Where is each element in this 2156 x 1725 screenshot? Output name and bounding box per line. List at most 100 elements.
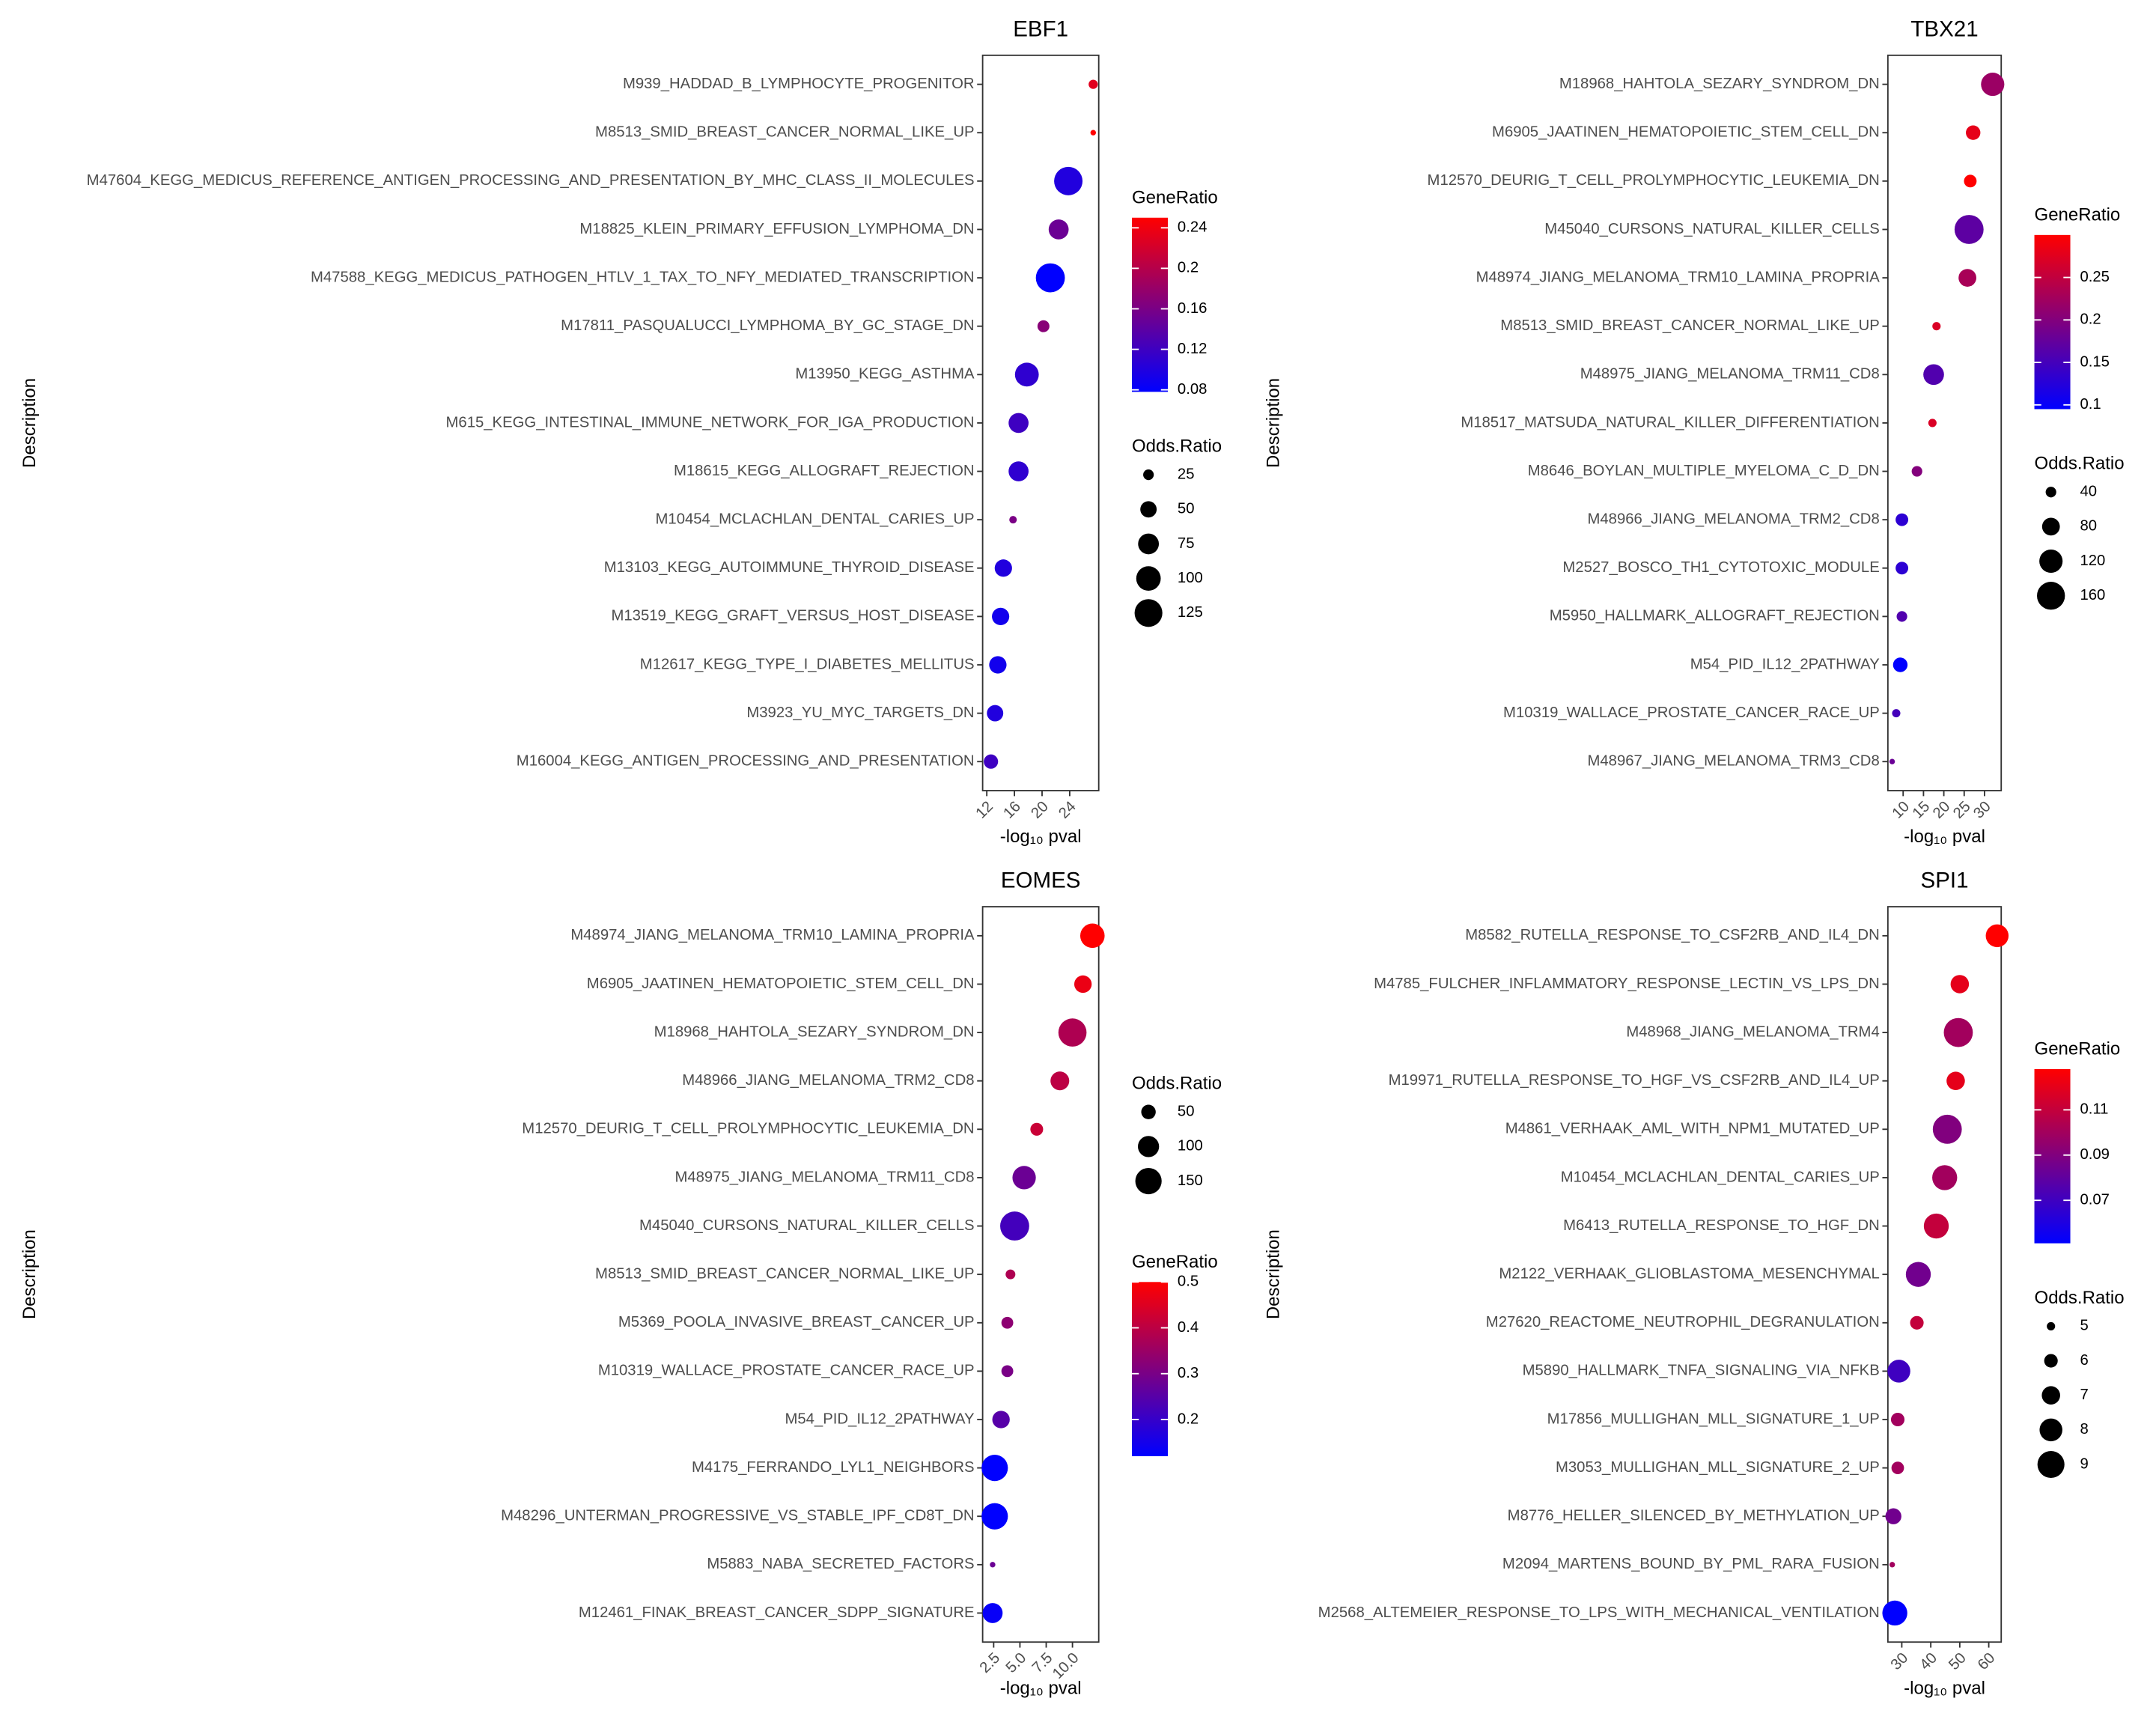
category-label: M5369_POOLA_INVASIVE_BREAST_CANCER_UP bbox=[618, 1314, 975, 1330]
dot bbox=[1889, 758, 1895, 764]
dot bbox=[1885, 1508, 1901, 1524]
size-label: 9 bbox=[2080, 1455, 2088, 1472]
category-label: M54_PID_IL12_2PATHWAY bbox=[785, 1411, 975, 1427]
dot bbox=[1000, 1211, 1029, 1241]
dot bbox=[1954, 215, 1984, 244]
size-label: 40 bbox=[2080, 484, 2097, 500]
x-tick-label: 2.5 bbox=[977, 1649, 1004, 1676]
colorbar-label: 0.15 bbox=[2080, 353, 2110, 370]
category-label: M8776_HELLER_SILENCED_BY_METHYLATION_UP bbox=[1508, 1508, 1880, 1524]
size-key bbox=[1137, 1136, 1160, 1157]
panel-title: SPI1 bbox=[1921, 868, 1969, 893]
category-label: M615_KEGG_INTESTINAL_IMMUNE_NETWORK_FOR_… bbox=[446, 414, 975, 431]
colorbar-label: 0.3 bbox=[1178, 1365, 1199, 1381]
category-label: M17856_MULLIGHAN_MLL_SIGNATURE_1_UP bbox=[1547, 1411, 1880, 1427]
legend-title: GeneRatio bbox=[1132, 1252, 1218, 1272]
dot bbox=[987, 705, 1004, 722]
x-tick-label: 40 bbox=[1916, 1649, 1940, 1673]
legend-title: Odds.Ratio bbox=[1132, 1074, 1222, 1094]
category-label: M48966_JIANG_MELANOMA_TRM2_CD8 bbox=[682, 1072, 974, 1089]
legend-title: GeneRatio bbox=[2035, 204, 2121, 225]
panel-border bbox=[1886, 906, 2003, 1643]
y-axis-label: Description bbox=[19, 1229, 40, 1319]
category-label: M2094_MARTENS_BOUND_BY_PML_RARA_FUSION bbox=[1502, 1556, 1880, 1572]
category-label: M6905_JAATINEN_HEMATOPOIETIC_STEM_CELL_D… bbox=[1492, 124, 1880, 141]
size-key bbox=[2037, 1450, 2065, 1479]
category-label: M8513_SMID_BREAST_CANCER_NORMAL_LIKE_UP bbox=[1500, 317, 1879, 334]
size-label: 8 bbox=[2080, 1421, 2088, 1438]
dot bbox=[1932, 1165, 1958, 1190]
category-label: M8513_SMID_BREAST_CANCER_NORMAL_LIKE_UP bbox=[595, 1266, 974, 1283]
colorbar bbox=[1132, 217, 1168, 392]
category-label: M939_HADDAD_B_LYMPHOCYTE_PROGENITOR bbox=[623, 76, 975, 92]
dot bbox=[1923, 364, 1944, 386]
size-label: 100 bbox=[1178, 570, 1203, 586]
dot bbox=[1966, 125, 1981, 140]
category-label: M47588_KEGG_MEDICUS_PATHOGEN_HTLV_1_TAX_… bbox=[311, 269, 975, 285]
dot bbox=[982, 1603, 1003, 1623]
dot bbox=[1001, 1365, 1014, 1378]
size-label: 7 bbox=[2080, 1387, 2088, 1403]
dot bbox=[1950, 975, 1970, 994]
category-label: M48966_JIANG_MELANOMA_TRM2_CD8 bbox=[1587, 511, 1879, 528]
category-label: M27620_REACTOME_NEUTROPHIL_DEGRANULATION bbox=[1486, 1314, 1880, 1330]
x-tick-label: 20 bbox=[1028, 798, 1052, 822]
colorbar-label: 0.1 bbox=[2080, 396, 2101, 413]
colorbar-label: 0.12 bbox=[1178, 341, 1208, 357]
category-label: M45040_CURSONS_NATURAL_KILLER_CELLS bbox=[1544, 221, 1879, 237]
x-tick-label: 12 bbox=[972, 798, 996, 822]
size-key bbox=[1141, 1104, 1156, 1119]
category-label: M4861_VERHAAK_AML_WITH_NPM1_MUTATED_UP bbox=[1505, 1121, 1880, 1137]
category-label: M13950_KEGG_ASTHMA bbox=[795, 366, 975, 383]
category-label: M48975_JIANG_MELANOMA_TRM11_CD8 bbox=[674, 1169, 974, 1185]
category-label: M3053_MULLIGHAN_MLL_SIGNATURE_2_UP bbox=[1556, 1459, 1880, 1476]
category-label: M48975_JIANG_MELANOMA_TRM11_CD8 bbox=[1580, 366, 1880, 383]
x-axis-label: -log₁₀ pval bbox=[1904, 827, 1985, 847]
category-label: M18968_HAHTOLA_SEZARY_SYNDROM_DN bbox=[1559, 76, 1880, 92]
dot bbox=[1891, 1461, 1904, 1474]
category-label: M13103_KEGG_AUTOIMMUNE_THYROID_DISEASE bbox=[604, 559, 975, 576]
size-label: 50 bbox=[1178, 501, 1195, 517]
category-label: M48974_JIANG_MELANOMA_TRM10_LAMINA_PROPR… bbox=[570, 927, 975, 943]
dot bbox=[1910, 1315, 1924, 1330]
category-label: M12570_DEURIG_T_CELL_PROLYMPHOCYTIC_LEUK… bbox=[1428, 172, 1880, 189]
dot bbox=[984, 754, 999, 769]
x-tick-label: 24 bbox=[1056, 798, 1079, 822]
category-label: M8513_SMID_BREAST_CANCER_NORMAL_LIKE_UP bbox=[595, 124, 974, 141]
dot bbox=[1892, 657, 1908, 672]
size-key bbox=[2039, 1418, 2062, 1442]
category-label: M12570_DEURIG_T_CELL_PROLYMPHOCYTIC_LEUK… bbox=[522, 1121, 974, 1137]
dot bbox=[1923, 1213, 1949, 1239]
dot bbox=[1012, 1166, 1036, 1190]
dot bbox=[1074, 975, 1092, 994]
size-key bbox=[2047, 1321, 2056, 1330]
dot bbox=[994, 559, 1012, 577]
category-label: M5883_NABA_SECRETED_FACTORS bbox=[707, 1556, 974, 1572]
size-label: 125 bbox=[1178, 604, 1203, 621]
category-label: M48974_JIANG_MELANOMA_TRM10_LAMINA_PROPR… bbox=[1476, 269, 1881, 285]
category-label: M2122_VERHAAK_GLIOBLASTOMA_MESENCHYMAL bbox=[1499, 1266, 1879, 1283]
colorbar-label: 0.4 bbox=[1178, 1319, 1199, 1336]
size-key bbox=[1138, 533, 1160, 555]
category-label: M6413_RUTELLA_RESPONSE_TO_HGF_DN bbox=[1563, 1217, 1880, 1234]
x-tick-label: 30 bbox=[1888, 1649, 1912, 1673]
category-label: M18968_HAHTOLA_SEZARY_SYNDROM_DN bbox=[654, 1023, 975, 1040]
category-label: M13519_KEGG_GRAFT_VERSUS_HOST_DISEASE bbox=[611, 608, 974, 624]
size-label: 6 bbox=[2080, 1352, 2088, 1369]
size-label: 75 bbox=[1178, 535, 1195, 552]
category-label: M47604_KEGG_MEDICUS_REFERENCE_ANTIGEN_PR… bbox=[87, 172, 975, 189]
dot bbox=[1889, 1562, 1895, 1568]
category-label: M18517_MATSUDA_NATURAL_KILLER_DIFFERENTI… bbox=[1461, 414, 1879, 431]
dot bbox=[1895, 513, 1909, 526]
category-label: M16004_KEGG_ANTIGEN_PROCESSING_AND_PRESE… bbox=[517, 753, 975, 770]
dot bbox=[1008, 461, 1029, 481]
dot bbox=[1054, 166, 1083, 195]
x-tick-label: 30 bbox=[1970, 798, 1994, 822]
category-label: M12617_KEGG_TYPE_I_DIABETES_MELLITUS bbox=[640, 656, 975, 672]
category-label: M8582_RUTELLA_RESPONSE_TO_CSF2RB_AND_IL4… bbox=[1465, 927, 1880, 943]
dot bbox=[1058, 1018, 1087, 1047]
dot bbox=[1932, 322, 1941, 331]
category-label: M4175_FERRANDO_LYL1_NEIGHBORS bbox=[692, 1459, 975, 1476]
category-label: M2527_BOSCO_TH1_CYTOTOXIC_MODULE bbox=[1562, 559, 1879, 576]
dot bbox=[989, 656, 1007, 674]
